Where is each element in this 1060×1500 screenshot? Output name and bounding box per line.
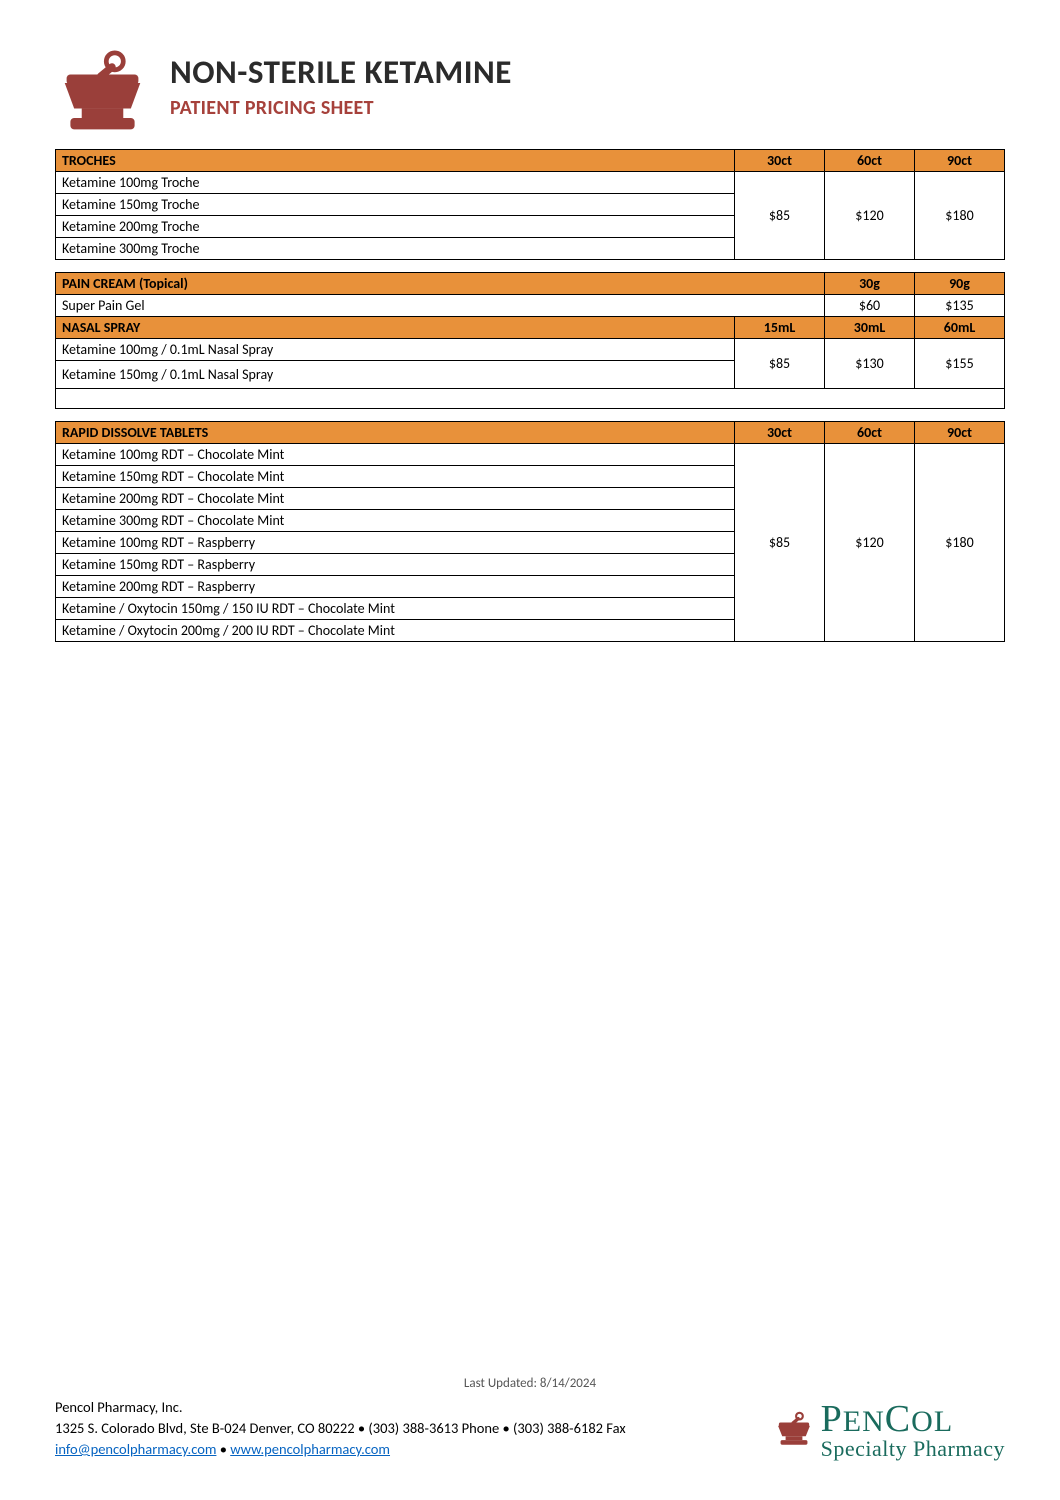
price: $180: [915, 444, 1005, 642]
item-name: Ketamine 150mg / 0.1mL Nasal Spray: [56, 361, 735, 389]
col-header: 15mL: [735, 317, 825, 339]
section-title: RAPID DISSOLVE TABLETS: [56, 422, 735, 444]
website-link[interactable]: www.pencolpharmacy.com: [230, 1440, 390, 1458]
col-header: 60mL: [915, 317, 1005, 339]
col-header: 90g: [915, 273, 1005, 295]
brand-tagline: Specialty Pharmacy: [821, 1438, 1005, 1460]
spacer: [56, 389, 1005, 409]
last-updated: Last Updated: 8/14/2024: [55, 1376, 1005, 1391]
item-name: Ketamine 100mg RDT – Chocolate Mint: [56, 444, 735, 466]
price: $85: [735, 444, 825, 642]
item-name: Ketamine 100mg / 0.1mL Nasal Spray: [56, 339, 735, 361]
section-title: PAIN CREAM (Topical): [56, 273, 825, 295]
price: $135: [915, 295, 1005, 317]
section-title: NASAL SPRAY: [56, 317, 735, 339]
col-header: 30g: [825, 273, 915, 295]
title-block: NON-STERILE KETAMINE PATIENT PRICING SHE…: [170, 50, 512, 120]
address-line: 1325 S. Colorado Blvd, Ste B-024 Denver,…: [55, 1418, 626, 1439]
item-name: Ketamine 300mg Troche: [56, 238, 735, 260]
col-header: 30mL: [825, 317, 915, 339]
page-header: NON-STERILE KETAMINE PATIENT PRICING SHE…: [55, 50, 1005, 135]
col-header: 60ct: [825, 422, 915, 444]
price: $60: [825, 295, 915, 317]
item-name: Ketamine 150mg RDT – Chocolate Mint: [56, 466, 735, 488]
item-name: Ketamine 100mg RDT – Raspberry: [56, 532, 735, 554]
item-name: Ketamine 300mg RDT – Chocolate Mint: [56, 510, 735, 532]
item-name: Ketamine / Oxytocin 200mg / 200 IU RDT –…: [56, 620, 735, 642]
col-header: 90ct: [915, 422, 1005, 444]
footer-brand-logo: PENCOL Specialty Pharmacy: [773, 1400, 1005, 1460]
mortar-pestle-icon: [55, 50, 150, 135]
price: $130: [825, 339, 915, 389]
rdt-table: RAPID DISSOLVE TABLETS 30ct 60ct 90ct Ke…: [55, 421, 1005, 642]
item-name: Ketamine 100mg Troche: [56, 172, 735, 194]
col-header: 90ct: [915, 150, 1005, 172]
col-header: 60ct: [825, 150, 915, 172]
price: $155: [915, 339, 1005, 389]
price: $85: [735, 172, 825, 260]
page-title: NON-STERILE KETAMINE: [170, 52, 512, 92]
mortar-pestle-icon: [773, 1409, 815, 1451]
item-name: Ketamine 150mg RDT – Raspberry: [56, 554, 735, 576]
brand-name: PENCOL: [821, 1400, 1005, 1438]
col-header: 30ct: [735, 150, 825, 172]
item-name: Ketamine / Oxytocin 150mg / 150 IU RDT –…: [56, 598, 735, 620]
page-subtitle: PATIENT PRICING SHEET: [170, 96, 512, 120]
item-name: Super Pain Gel: [56, 295, 825, 317]
price: $120: [825, 444, 915, 642]
section-title: TROCHES: [56, 150, 735, 172]
company-name: Pencol Pharmacy, Inc.: [55, 1397, 626, 1418]
price: $85: [735, 339, 825, 389]
price: $120: [825, 172, 915, 260]
email-link[interactable]: info@pencolpharmacy.com: [55, 1440, 216, 1458]
item-name: Ketamine 200mg RDT – Chocolate Mint: [56, 488, 735, 510]
page-footer: Last Updated: 8/14/2024 Pencol Pharmacy,…: [55, 1376, 1005, 1460]
paincream-nasal-table: PAIN CREAM (Topical) 30g 90g Super Pain …: [55, 272, 1005, 409]
price: $180: [915, 172, 1005, 260]
troches-table: TROCHES 30ct 60ct 90ct Ketamine 100mg Tr…: [55, 149, 1005, 260]
item-name: Ketamine 150mg Troche: [56, 194, 735, 216]
item-name: Ketamine 200mg Troche: [56, 216, 735, 238]
col-header: 30ct: [735, 422, 825, 444]
separator: •: [216, 1440, 230, 1458]
item-name: Ketamine 200mg RDT – Raspberry: [56, 576, 735, 598]
footer-contact: Pencol Pharmacy, Inc. 1325 S. Colorado B…: [55, 1397, 626, 1460]
